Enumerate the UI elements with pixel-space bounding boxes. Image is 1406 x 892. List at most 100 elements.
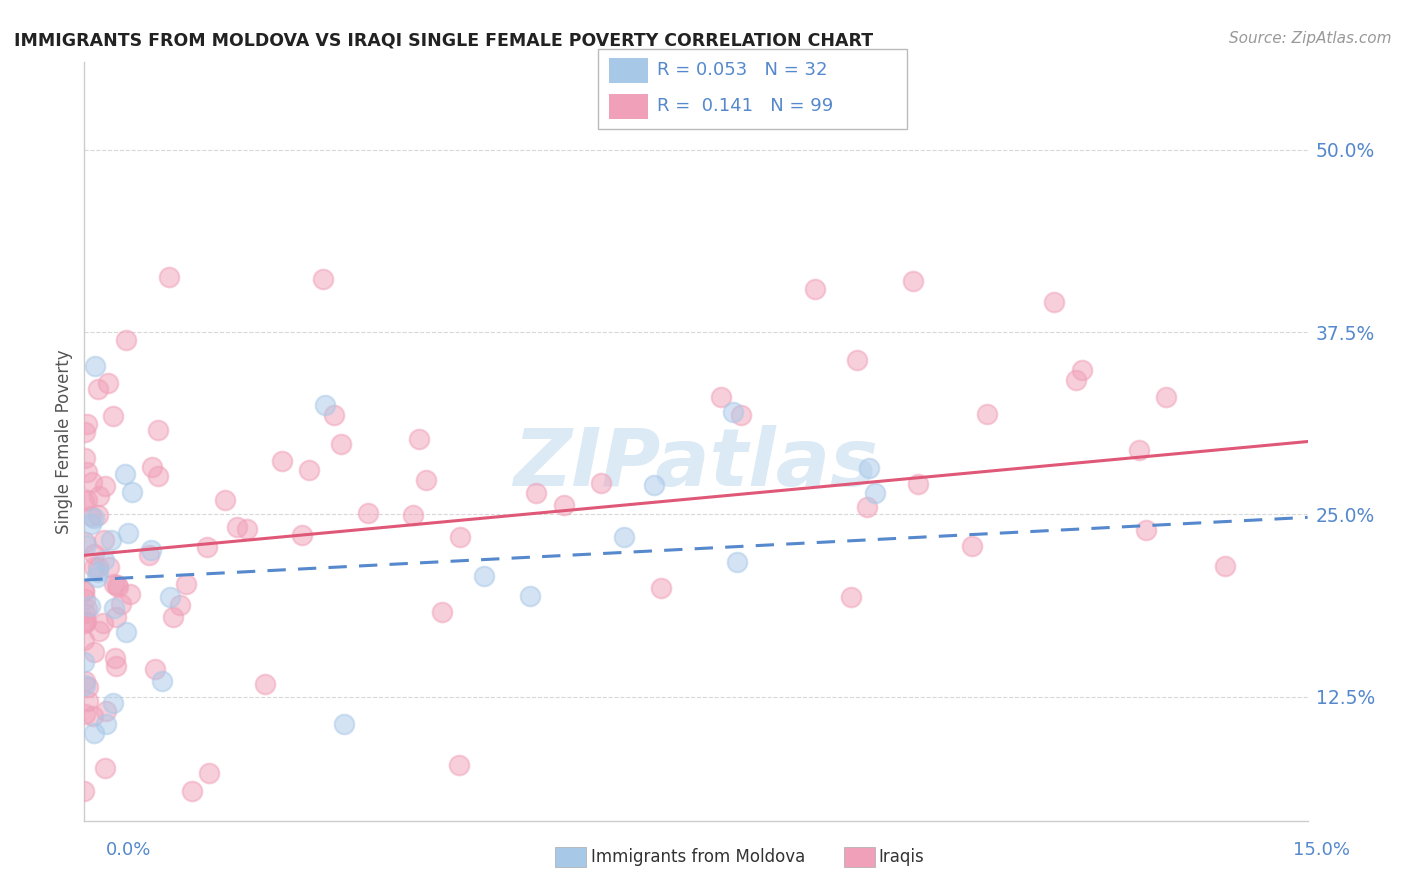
Text: R =  0.141   N = 99: R = 0.141 N = 99 <box>657 97 832 115</box>
Point <box>73 706 96 721</box>
Point <box>1128 443 1150 458</box>
Point <box>408 432 430 446</box>
Point <box>86 508 108 522</box>
Point <box>322 408 344 422</box>
Point <box>960 539 983 553</box>
Point <box>73 615 96 629</box>
Point <box>84 359 107 374</box>
Point <box>402 508 425 522</box>
Point <box>76 417 98 432</box>
Point <box>73 615 96 630</box>
Point <box>107 581 129 595</box>
Text: Source: ZipAtlas.com: Source: ZipAtlas.com <box>1229 31 1392 46</box>
Point <box>332 717 354 731</box>
Point <box>804 281 827 295</box>
Point <box>103 601 125 615</box>
Point <box>86 570 108 584</box>
Point <box>143 662 166 676</box>
Point <box>73 425 96 439</box>
Point <box>449 757 471 772</box>
Point <box>83 644 105 658</box>
Point <box>162 610 184 624</box>
Point <box>87 490 110 504</box>
Point <box>118 587 141 601</box>
Point <box>103 409 125 423</box>
Point <box>83 547 105 561</box>
Point <box>856 500 879 514</box>
Point <box>100 533 122 547</box>
Point <box>77 694 100 708</box>
Point <box>87 624 110 639</box>
Point <box>907 476 929 491</box>
Point <box>146 469 169 483</box>
Point <box>121 484 143 499</box>
Point <box>93 615 115 630</box>
Point <box>103 576 125 591</box>
Point <box>314 398 336 412</box>
Point <box>1042 295 1064 310</box>
Point <box>117 525 139 540</box>
Point <box>114 467 136 481</box>
Point <box>1154 391 1177 405</box>
Point <box>180 784 202 798</box>
Point <box>901 274 924 288</box>
Point <box>73 451 96 466</box>
Point <box>725 555 748 569</box>
Text: R = 0.053   N = 32: R = 0.053 N = 32 <box>657 62 827 79</box>
Point <box>73 673 96 688</box>
Point <box>87 565 110 579</box>
Point <box>157 270 180 285</box>
Point <box>76 493 98 508</box>
Point <box>101 696 124 710</box>
Text: 15.0%: 15.0% <box>1292 840 1350 858</box>
Point <box>75 614 97 628</box>
Point <box>195 540 218 554</box>
Point <box>82 475 104 490</box>
Point <box>270 454 292 468</box>
Point <box>105 610 128 624</box>
Y-axis label: Single Female Poverty: Single Female Poverty <box>55 350 73 533</box>
Point <box>226 520 249 534</box>
Text: IMMIGRANTS FROM MOLDOVA VS IRAQI SINGLE FEMALE POVERTY CORRELATION CHART: IMMIGRANTS FROM MOLDOVA VS IRAQI SINGLE … <box>14 31 873 49</box>
Point <box>198 766 221 780</box>
Point <box>73 784 96 798</box>
Point <box>96 704 118 718</box>
Point <box>87 383 110 397</box>
Point <box>96 716 118 731</box>
Point <box>146 423 169 437</box>
Point <box>83 559 105 574</box>
Point <box>73 632 96 647</box>
Point <box>721 404 744 418</box>
Point <box>110 597 132 611</box>
Point <box>1071 362 1094 376</box>
Point <box>73 606 96 620</box>
Point <box>83 510 105 524</box>
Point <box>415 474 437 488</box>
Point <box>159 591 181 605</box>
Point <box>73 494 96 508</box>
Point <box>430 605 453 619</box>
Point <box>449 531 471 545</box>
Point <box>613 530 636 544</box>
Point <box>526 485 548 500</box>
Point <box>73 656 96 670</box>
Point <box>589 475 612 490</box>
Point <box>141 460 163 475</box>
Point <box>76 465 98 479</box>
Point <box>93 533 115 547</box>
Point <box>75 538 97 552</box>
Point <box>330 436 353 450</box>
Point <box>253 676 276 690</box>
Point <box>87 560 110 574</box>
Point <box>138 548 160 562</box>
Point <box>214 493 236 508</box>
Point <box>174 577 197 591</box>
Point <box>863 486 886 500</box>
Text: 0.0%: 0.0% <box>105 840 150 858</box>
Point <box>236 522 259 536</box>
Text: Immigrants from Moldova: Immigrants from Moldova <box>591 848 804 866</box>
Point <box>105 578 128 592</box>
Point <box>839 591 862 605</box>
Point <box>311 271 333 285</box>
Point <box>553 498 575 512</box>
